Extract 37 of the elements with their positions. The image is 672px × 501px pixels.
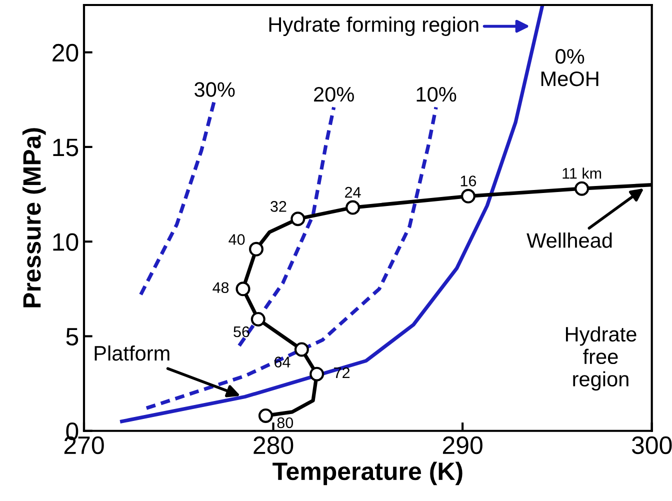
y-tick-label: 5 — [66, 328, 78, 346]
annotation: Hydrate free region — [566, 326, 636, 391]
annotation: 40 — [228, 234, 245, 245]
y-tick-label: 20 — [52, 44, 78, 62]
point — [248, 242, 264, 256]
x-tick-label: 300 — [632, 436, 672, 454]
annotation: Wellhead — [526, 232, 612, 248]
annotation: 20% — [314, 86, 354, 102]
y-tick-label: 10 — [53, 233, 78, 251]
point — [310, 366, 324, 382]
annotation: 11 km — [562, 168, 602, 179]
annotation: 0% MeOH — [541, 49, 598, 86]
x-tick-label: 280 — [254, 436, 294, 454]
point — [574, 181, 590, 196]
annotation: 48 — [212, 282, 229, 294]
annotation: 32 — [270, 201, 286, 212]
y-tick-label: 15 — [53, 138, 78, 156]
annotation: 72 — [334, 367, 350, 378]
point — [258, 408, 273, 423]
annotation: Hydrate forming region — [269, 16, 478, 36]
point — [460, 188, 476, 204]
annotation: 16 — [460, 176, 476, 186]
y-axis-title: Pressure (MPa) — [22, 128, 46, 308]
annotation: 24 — [345, 186, 361, 198]
point — [250, 312, 266, 326]
annotation: 10% — [416, 86, 456, 102]
annotation: 30% — [194, 82, 235, 97]
x-axis-title: Temperature (K) — [272, 462, 462, 486]
annotation: 80 — [277, 417, 294, 428]
point — [236, 282, 250, 296]
annotation: 64 — [274, 356, 290, 368]
annotation: 56 — [234, 326, 250, 338]
point — [294, 342, 309, 357]
annotation: Platform — [94, 345, 170, 361]
point — [290, 212, 306, 226]
x-tick-label: 290 — [442, 436, 482, 454]
point — [346, 200, 360, 215]
